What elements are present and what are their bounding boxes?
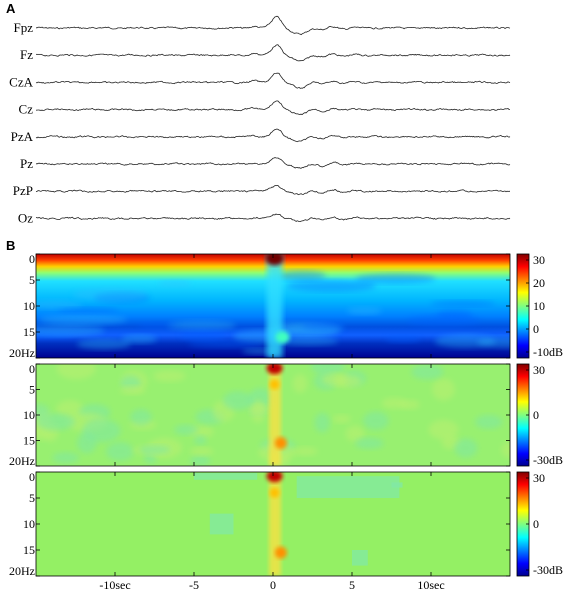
y-tick-label: 15: [23, 543, 35, 557]
channel-label-pzp: PzP: [13, 183, 33, 198]
channel-label-oz: Oz: [18, 210, 33, 225]
eeg-traces: Fpz Fz CzA Cz PzA Pz PzP Oz: [9, 15, 511, 225]
spectrogram-3: 0 5 10 15 20Hz 30 0 -30dB: [9, 470, 563, 578]
trace-pzp: [35, 184, 510, 196]
channel-label-pz: Pz: [20, 156, 33, 171]
x-tick-label: 10sec: [417, 578, 444, 592]
trace-fpz: [36, 15, 511, 36]
y-tick-label: 0: [29, 252, 35, 266]
spectrogram-1: 0 5 10 15 20Hz 30 20 10 0 -10dB: [9, 252, 563, 360]
trace-cza: [35, 72, 511, 89]
colorbar-tick-label: -30dB: [533, 453, 563, 467]
y-tick-label: 10: [23, 408, 35, 422]
trace-pza: [35, 128, 511, 143]
y-tick-label: 5: [29, 491, 35, 505]
panel-label-b: B: [6, 238, 15, 253]
colorbar-tick-label: 0: [533, 322, 539, 336]
spectrograms: 0 5 10 15 20Hz 30 20 10 0 -10dB 0 5 10 15 20Hz 30 0 -30dB…: [9, 252, 563, 578]
colorbar-tick-label: 30: [533, 471, 545, 485]
y-tick-label: 10: [23, 299, 35, 313]
panel-label-a: A: [6, 1, 16, 16]
y-tick-label: 0: [29, 470, 35, 484]
colorbar-tick-label: 20: [533, 276, 545, 290]
colorbar-tick-label: -10dB: [533, 345, 563, 359]
channel-label-fz: Fz: [20, 47, 33, 62]
colorbar-tick-label: -30dB: [533, 563, 563, 577]
x-tick-label: 0: [270, 578, 276, 592]
x-tick-label: -10sec: [99, 578, 130, 592]
x-axis: -10sec -5 0 5 10sec: [99, 578, 444, 592]
trace-cz: [35, 100, 511, 115]
y-tick-label: 20Hz: [9, 454, 35, 468]
x-tick-label: 5: [349, 578, 355, 592]
colorbar-tick-label: 0: [533, 408, 539, 422]
channel-label-cza: CzA: [9, 74, 33, 89]
trace-fz: [35, 44, 511, 62]
y-tick-label: 15: [23, 325, 35, 339]
colorbar-tick-label: 30: [533, 363, 545, 377]
y-tick-label: 20Hz: [9, 346, 35, 360]
colorbar-tick-label: 0: [533, 517, 539, 531]
colorbar-tick-label: 30: [533, 253, 545, 267]
y-tick-label: 20Hz: [9, 564, 35, 578]
spectrogram-2: 0 5 10 15 20Hz 30 0 -30dB: [9, 362, 563, 468]
channel-label-cz: Cz: [19, 102, 34, 117]
x-tick-label: -5: [189, 578, 199, 592]
trace-oz: [35, 213, 511, 222]
y-tick-label: 0: [29, 362, 35, 376]
channel-label-pza: PzA: [11, 129, 34, 144]
y-tick-label: 5: [29, 383, 35, 397]
y-tick-label: 15: [23, 434, 35, 448]
colorbar-tick-label: 10: [533, 299, 545, 313]
trace-pz: [35, 157, 511, 169]
y-tick-label: 10: [23, 517, 35, 531]
channel-label-fpz: Fpz: [14, 20, 34, 35]
y-tick-label: 5: [29, 273, 35, 287]
